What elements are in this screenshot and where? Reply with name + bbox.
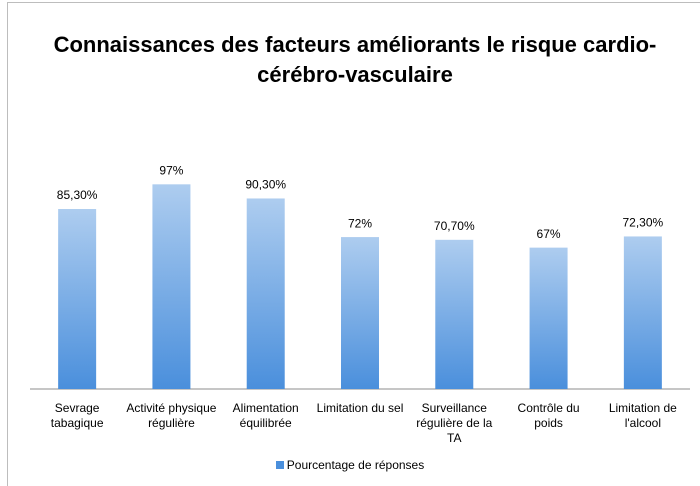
legend: Pourcentage de réponses (0, 458, 700, 472)
x-tick-label: Contrôle du poids (517, 401, 580, 430)
chart-title: Connaissances des facteurs améliorants l… (53, 32, 657, 87)
bar (529, 247, 568, 389)
chart-frame (7, 2, 700, 486)
bar (58, 209, 97, 389)
legend-label: Pourcentage de réponses (286, 458, 425, 472)
legend-swatch (275, 461, 284, 469)
data-label: 90,30% (245, 178, 286, 192)
bar (246, 198, 285, 389)
data-label: 85,30% (57, 188, 98, 202)
bar (435, 239, 474, 389)
x-tick-label: Limitation du sel (316, 401, 404, 415)
x-tick-label: Surveillance régulière de la TA (416, 401, 493, 445)
bar (623, 236, 662, 389)
x-tick-label: Limitation de l'alcool (608, 401, 677, 430)
x-tick-label: Activité physique régulière (126, 401, 217, 430)
bar (341, 237, 379, 389)
data-label: 72% (348, 216, 372, 230)
x-tick-label: Sevrage tabagique (50, 401, 104, 430)
bar (152, 184, 191, 389)
data-label: 97% (159, 164, 183, 178)
data-label: 70,70% (434, 219, 475, 233)
data-label: 72,30% (623, 216, 664, 230)
data-label: 67% (537, 227, 561, 241)
x-tick-label: Alimentation équilibrée (232, 401, 299, 430)
